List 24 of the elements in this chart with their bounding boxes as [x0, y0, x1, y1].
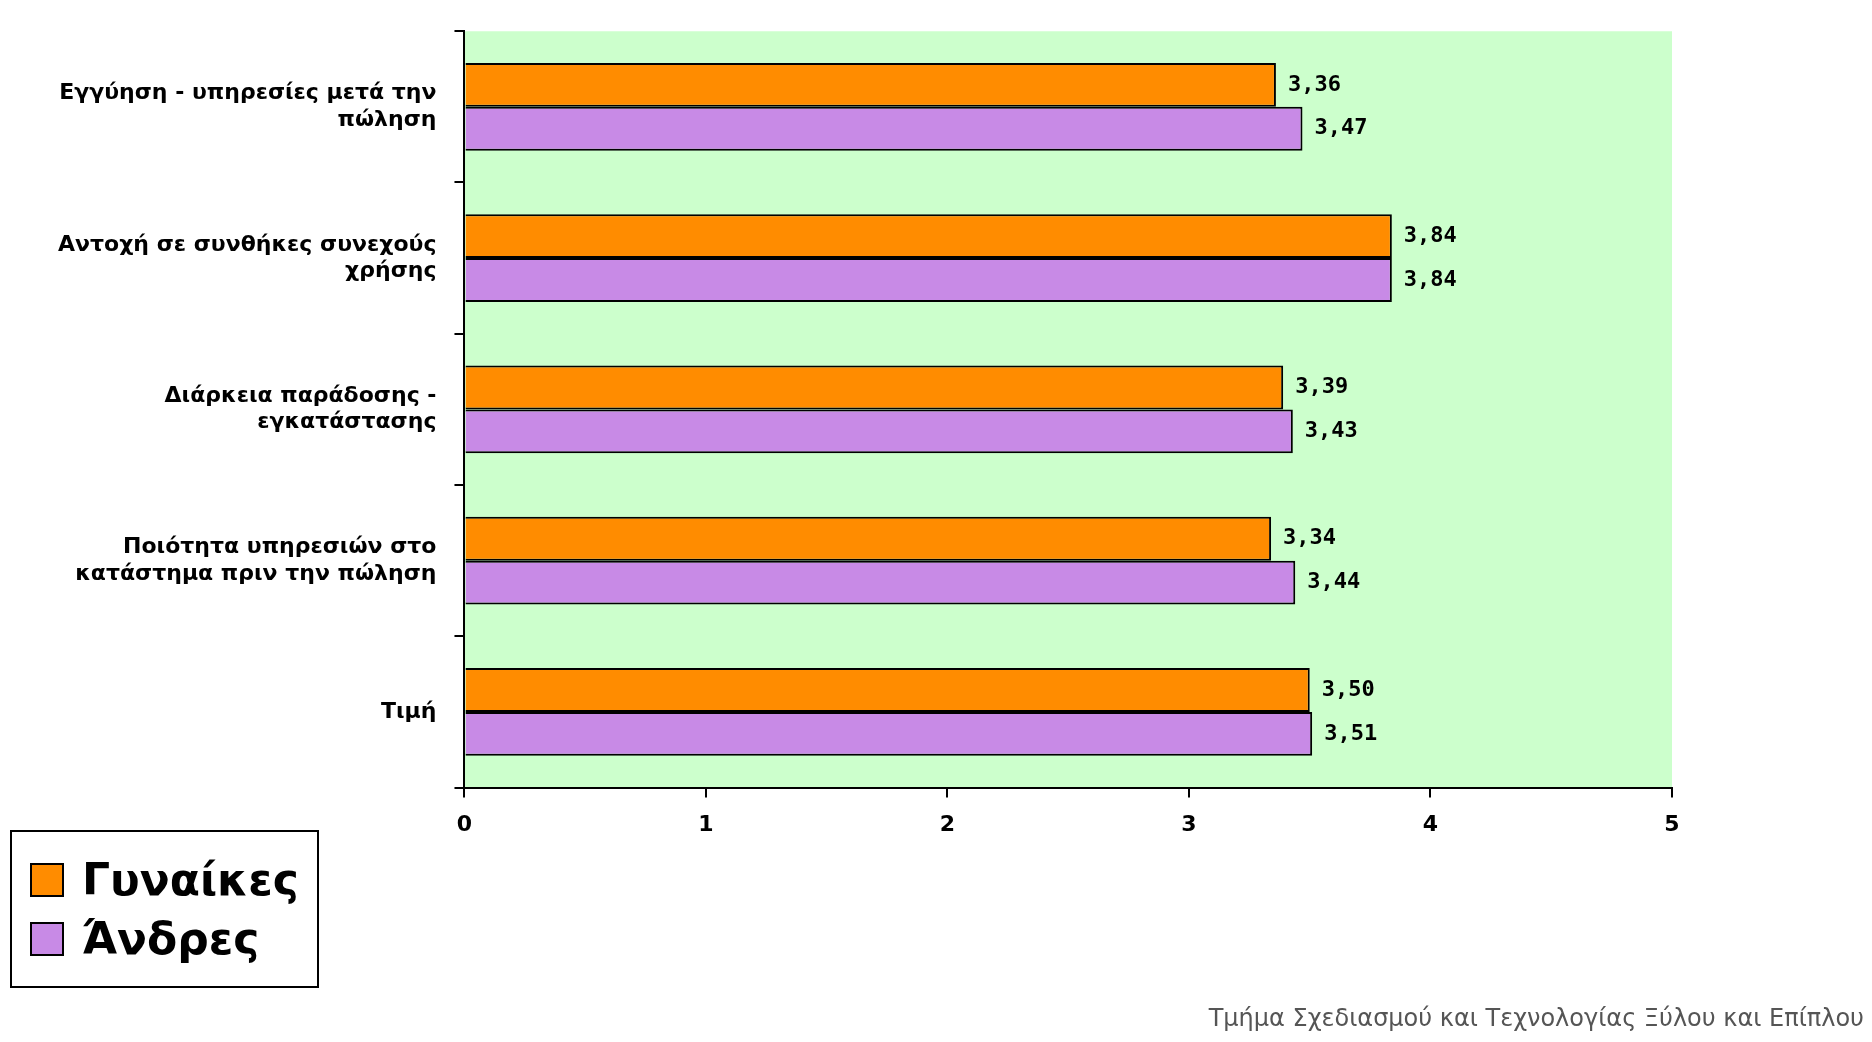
data-label: 3,50: [1321, 675, 1375, 701]
x-tick-label: 1: [698, 810, 714, 836]
x-tick-label: 2: [939, 810, 956, 836]
legend-label: Γυναίκες: [81, 854, 299, 905]
y-tick-label: Ποιότητα υπηρεσιών στο κατάστημα πριν την πώληση: [75, 533, 437, 585]
data-label: 3,39: [1295, 373, 1349, 399]
y-tick-label: Εγγύηση - υπηρεσίες μετά την πώληση: [59, 79, 437, 131]
data-label: 3,84: [1403, 221, 1457, 247]
data-label: 3,36: [1287, 70, 1341, 96]
legend-label: Άνδρες: [81, 913, 261, 964]
x-tick-label: 0: [456, 810, 473, 836]
y-tick-label: Αντοχή σε συνθήκες συνεχούς χρήσης: [58, 230, 437, 283]
data-label: 3,44: [1307, 568, 1361, 594]
y-tick-label: Διάρκεια παράδοσης - εγκατάστασης: [164, 381, 437, 434]
x-tick-label: 3: [1181, 810, 1197, 836]
x-tick-label: 4: [1422, 810, 1439, 836]
text: Τμήμα Σχεδιασμού και Τεχνολογίας Ξύλου και Επίπλου: [1208, 1004, 1864, 1032]
y-tick-label: Τιμή: [381, 697, 437, 723]
data-label: 3,47: [1314, 114, 1368, 140]
data-label: 3,43: [1304, 417, 1358, 443]
data-label: 3,34: [1283, 524, 1337, 550]
data-label: 3,84: [1403, 265, 1457, 291]
x-tick-label: 5: [1664, 810, 1680, 836]
data-label: 3,51: [1324, 719, 1378, 745]
